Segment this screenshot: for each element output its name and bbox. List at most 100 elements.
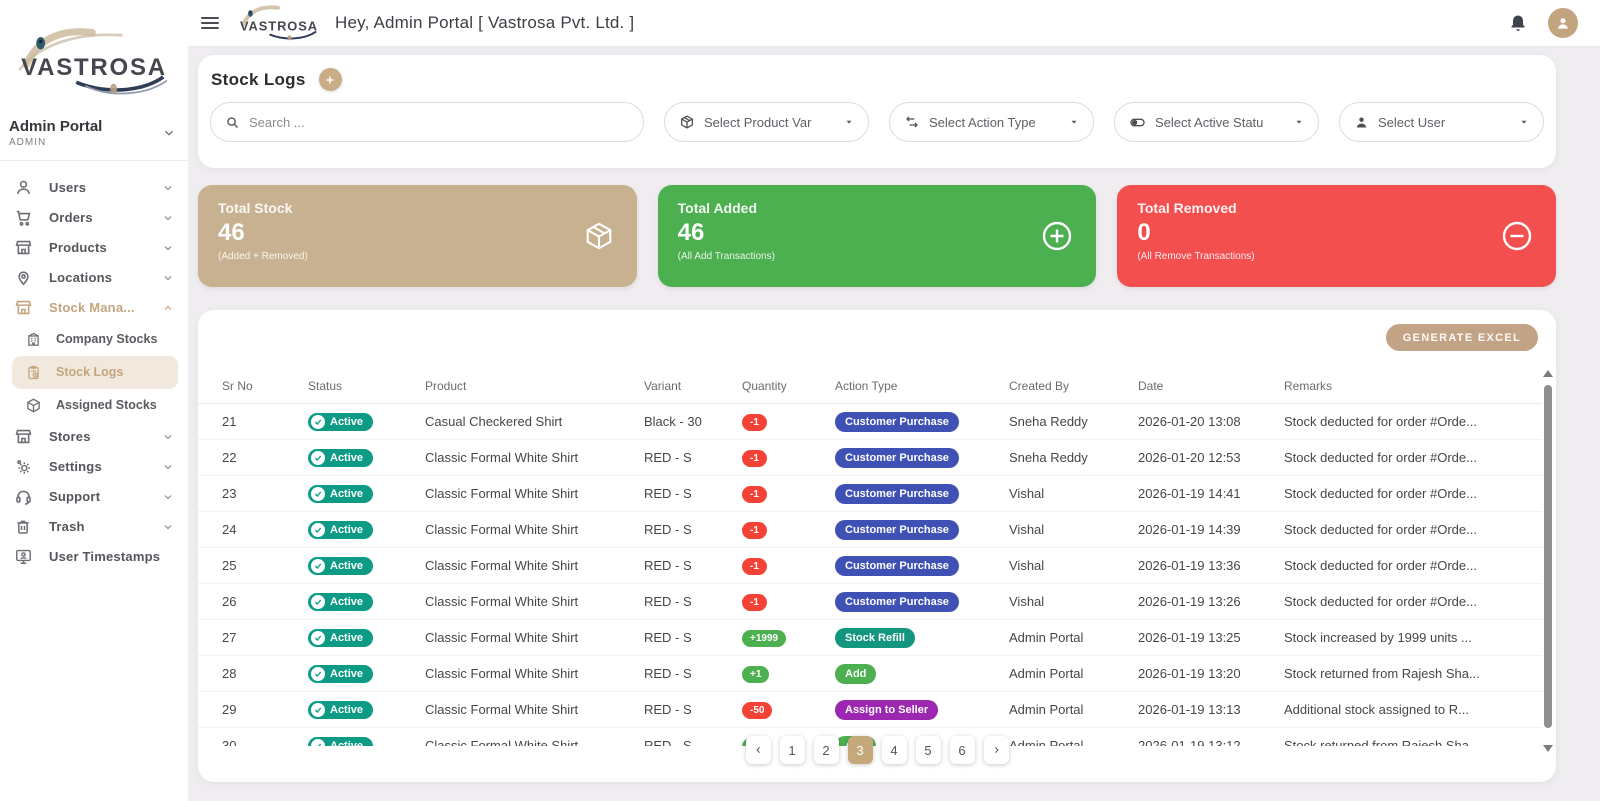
cell-date: 2026-01-20 12:53 — [1138, 450, 1241, 465]
sidebar-item-label: Stock Logs — [56, 365, 124, 380]
user-icon — [14, 178, 34, 198]
chevron-down-icon — [1519, 117, 1529, 127]
check-icon — [311, 702, 325, 717]
sidebar-menu: Users Orders Products Locations — [0, 161, 188, 572]
cell-variant: RED - S — [644, 594, 692, 609]
pagination-page-button[interactable]: 2 — [813, 736, 839, 764]
cell-status: Active — [308, 484, 425, 503]
status-badge: Active — [308, 628, 374, 647]
scrollbar-thumb[interactable] — [1544, 385, 1552, 728]
cell-variant: Black - 30 — [644, 414, 702, 429]
select-action-type-dropdown[interactable]: Select Action Type — [889, 102, 1094, 142]
cell-status: Active — [308, 628, 425, 647]
action-type-badge: Customer Purchase — [835, 555, 959, 576]
status-label: Active — [330, 631, 364, 644]
chevron-down-icon — [162, 272, 174, 284]
cell-action-type: Add — [835, 663, 1009, 684]
generate-excel-button[interactable]: GENERATE EXCEL — [1385, 324, 1538, 351]
hamburger-menu-icon[interactable] — [201, 17, 219, 29]
pagination-page-button[interactable]: 5 — [915, 736, 941, 764]
table-row: 25 Active Classic Formal White Shirt RED… — [198, 548, 1542, 584]
action-type-badge: Customer Purchase — [835, 519, 959, 540]
status-label: Active — [330, 739, 364, 747]
stat-value: 46 — [677, 219, 705, 246]
trash-icon — [14, 517, 34, 537]
page-greeting-title: Hey, Admin Portal [ Vastrosa Pvt. Ltd. ] — [335, 13, 635, 32]
quantity-badge: -1 — [742, 521, 767, 539]
cell-quantity: +1 — [742, 665, 835, 683]
stat-value: 0 — [1137, 219, 1151, 246]
cell-status: Active — [308, 664, 425, 683]
cell-created-by: Vishal — [1009, 558, 1045, 573]
cell-created-by: Sneha Reddy — [1009, 414, 1088, 429]
sidebar-item-support[interactable]: Support — [0, 482, 188, 512]
pagination-page-button[interactable]: 3 — [847, 736, 873, 764]
sidebar: VASTROSA Admin Portal ADMIN Users Or — [0, 0, 188, 801]
cell-variant: RED - S — [644, 486, 692, 501]
swap-arrows-icon — [904, 114, 920, 130]
search-input[interactable] — [249, 114, 629, 130]
cell-created-by: Vishal — [1009, 522, 1045, 537]
sidebar-item-products[interactable]: Products — [0, 233, 188, 263]
cell-status: Active — [308, 700, 425, 719]
quantity-badge: +1999 — [742, 629, 787, 647]
select-user-dropdown[interactable]: Select User — [1339, 102, 1544, 142]
total-stock-card: Total Stock 46 (Added + Removed) — [198, 185, 637, 287]
column-header: Product — [425, 378, 467, 393]
scroll-down-arrow[interactable] — [1543, 745, 1553, 752]
building-icon — [25, 330, 43, 348]
cell-variant: RED - S — [644, 702, 692, 717]
chevron-down-icon — [162, 521, 174, 533]
cell-remarks: Stock returned from Rajesh Sha... — [1284, 666, 1480, 681]
scroll-up-arrow[interactable] — [1543, 370, 1553, 377]
sidebar-item-assigned-stocks[interactable]: Assigned Stocks — [0, 389, 188, 422]
sidebar-item-label: Company Stocks — [56, 332, 158, 347]
stat-value: 46 — [218, 219, 245, 246]
sidebar-item-locations[interactable]: Locations — [0, 263, 188, 293]
logo-wordmark: VASTROSA — [21, 54, 167, 81]
logo-wordmark: VASTROSA — [240, 19, 318, 34]
search-input-wrapper — [210, 102, 644, 142]
sidebar-item-settings[interactable]: Settings — [0, 452, 188, 482]
column-header: Action Type — [835, 378, 898, 393]
add-stock-log-button[interactable] — [318, 68, 342, 91]
sidebar-item-stock-management[interactable]: Stock Mana... — [0, 293, 188, 323]
action-type-badge: Customer Purchase — [835, 411, 959, 432]
sidebar-item-users[interactable]: Users — [0, 173, 188, 203]
dropdown-label: Select Action Type — [929, 114, 1036, 130]
storefront-icon — [14, 427, 34, 447]
notification-bell-icon[interactable] — [1508, 13, 1528, 33]
quantity-badge: -1 — [742, 485, 767, 503]
pagination-page-button[interactable]: 4 — [881, 736, 907, 764]
sidebar-item-trash[interactable]: Trash — [0, 512, 188, 542]
pagination-prev-button[interactable] — [745, 736, 771, 764]
stat-title: Total Stock — [218, 200, 293, 216]
cell-sr-no: 21 — [222, 414, 237, 429]
sidebar-item-stores[interactable]: Stores — [0, 422, 188, 452]
sidebar-item-user-timestamps[interactable]: User Timestamps — [0, 542, 188, 572]
check-icon — [311, 666, 325, 681]
sidebar-item-orders[interactable]: Orders — [0, 203, 188, 233]
quantity-badge: -1 — [742, 413, 767, 431]
pagination-page-button[interactable]: 1 — [779, 736, 805, 764]
sidebar-item-stock-logs[interactable]: Stock Logs — [12, 355, 178, 389]
pagination-next-button[interactable] — [983, 736, 1009, 764]
select-active-status-dropdown[interactable]: Select Active Statu — [1114, 102, 1319, 142]
column-header: Created By — [1009, 378, 1070, 393]
status-label: Active — [330, 523, 364, 536]
sidebar-item-company-stocks[interactable]: Company Stocks — [0, 323, 188, 356]
pagination-page-button[interactable]: 6 — [949, 736, 975, 764]
user-avatar[interactable] — [1548, 8, 1578, 38]
cell-product: Classic Formal White Shirt — [425, 558, 579, 573]
sidebar-item-label: Users — [49, 180, 87, 196]
status-label: Active — [330, 487, 364, 500]
chevron-up-icon — [162, 302, 174, 314]
select-product-variant-dropdown[interactable]: Select Product Var — [664, 102, 869, 142]
chevron-down-icon — [162, 212, 174, 224]
plus-circle-icon — [1040, 219, 1074, 253]
profile-section[interactable]: Admin Portal ADMIN — [0, 108, 188, 160]
cell-remarks: Additional stock assigned to R... — [1284, 702, 1469, 717]
cell-product: Classic Formal White Shirt — [425, 450, 579, 465]
total-added-card: Total Added 46 (All Add Transactions) — [657, 185, 1097, 287]
table-row: 28 Active Classic Formal White Shirt RED… — [198, 656, 1542, 692]
